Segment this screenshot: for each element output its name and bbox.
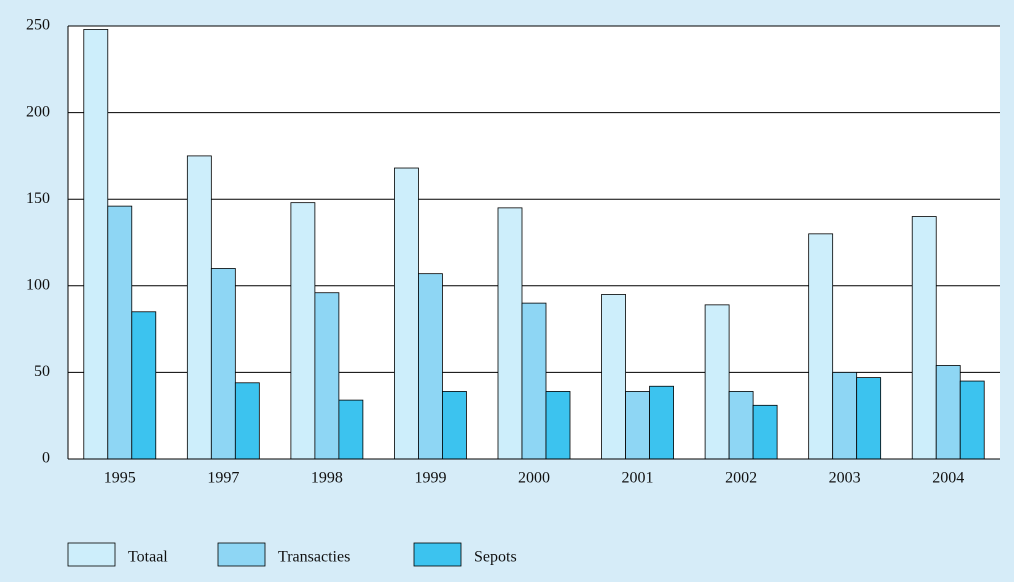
bar (521, 302, 547, 460)
legend-label: Sepots (474, 549, 517, 566)
y-tick-label: 100 (26, 276, 50, 293)
bar (234, 382, 260, 460)
y-tick-label: 200 (26, 103, 50, 120)
bar (704, 304, 730, 460)
legend-swatch (67, 542, 116, 567)
bar (935, 365, 961, 460)
legend-swatch (217, 542, 266, 567)
y-tick-label: 50 (34, 363, 50, 380)
bar (314, 292, 340, 460)
y-tick-label: 0 (42, 450, 50, 467)
bar (752, 404, 778, 460)
bar (832, 371, 858, 460)
bar (649, 385, 674, 460)
bar (394, 167, 419, 460)
bar (601, 294, 626, 460)
bar (338, 399, 364, 460)
x-tick-label: 1998 (311, 470, 343, 487)
x-tick-label: 1999 (414, 470, 446, 487)
bar (545, 391, 571, 460)
bar (131, 311, 157, 460)
bar (107, 205, 133, 460)
x-tick-label: 2001 (622, 470, 654, 487)
bar (497, 207, 523, 460)
bar (856, 377, 882, 460)
x-tick-label: 1995 (104, 470, 136, 487)
bar (290, 202, 316, 460)
x-tick-label: 2000 (518, 470, 550, 487)
x-tick-label: 1997 (207, 470, 239, 487)
bar (210, 268, 236, 460)
bar (911, 216, 937, 460)
bar (625, 391, 650, 460)
bar (728, 391, 754, 460)
bar (186, 155, 212, 460)
legend-label: Totaal (128, 549, 168, 566)
legend-label: Transacties (278, 549, 350, 566)
bar (959, 380, 985, 460)
y-tick-label: 250 (26, 17, 50, 34)
bar (83, 29, 109, 460)
x-tick-label: 2003 (829, 470, 861, 487)
x-tick-label: 2002 (725, 470, 757, 487)
bar (442, 391, 467, 460)
bar (808, 233, 834, 460)
legend-swatch (413, 542, 462, 567)
x-tick-label: 2004 (932, 470, 964, 487)
bar (418, 273, 443, 460)
y-tick-label: 150 (26, 190, 50, 207)
